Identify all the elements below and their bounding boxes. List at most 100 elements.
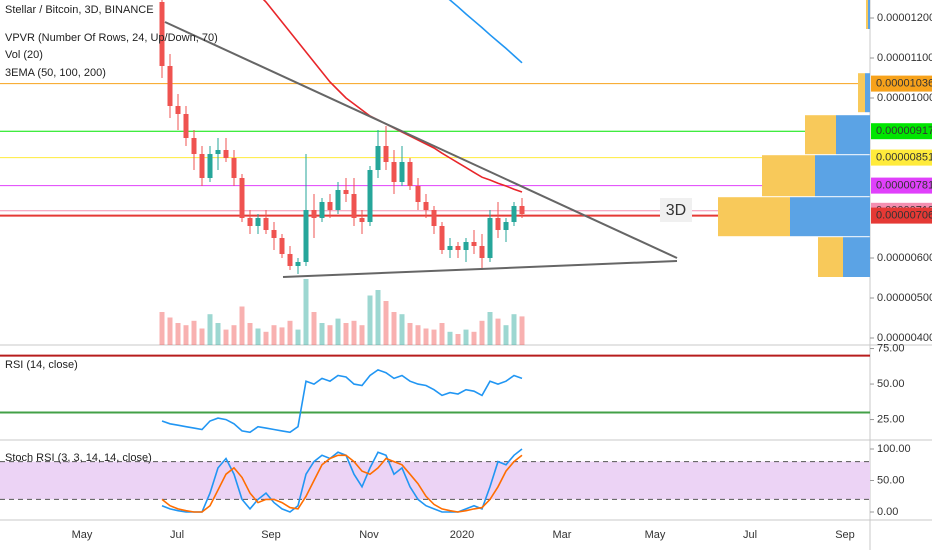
trend-line — [282, 260, 678, 278]
candle-body — [335, 190, 341, 210]
candle-body — [487, 218, 493, 258]
price-label-bg — [871, 207, 932, 224]
candle-body — [471, 242, 477, 246]
volume-bar — [511, 314, 517, 345]
volume-bar — [335, 318, 341, 345]
volume-bar — [359, 325, 365, 345]
volume-bar — [183, 325, 189, 345]
candle-body — [295, 262, 301, 266]
volume-bar — [383, 301, 389, 345]
volume-bar — [343, 323, 349, 345]
candle-body — [495, 218, 501, 230]
candle-body — [239, 178, 245, 218]
candle-body — [415, 186, 421, 202]
volume-bar — [287, 320, 293, 345]
ema-line — [448, 0, 523, 64]
volume-bar — [439, 323, 445, 345]
vpvr-down — [805, 115, 836, 155]
volume-bar — [327, 325, 333, 345]
candle-body — [399, 162, 405, 182]
candle-body — [343, 190, 349, 194]
candle-body — [431, 210, 437, 226]
candle-body — [479, 246, 485, 258]
rsi-title: RSI (14, close) — [5, 359, 78, 371]
x-tick-label: Jul — [743, 529, 757, 541]
candle-body — [199, 154, 205, 178]
volume-bar — [375, 290, 381, 345]
candle-body — [311, 210, 317, 218]
volume-bar — [415, 325, 421, 345]
price-label-bg — [871, 75, 932, 92]
indicator-label: Vol (20) — [5, 49, 43, 61]
y-tick-label: 25.00 — [877, 413, 905, 425]
candle-body — [271, 230, 277, 238]
volume-bar — [447, 331, 453, 345]
x-tick-label: Jul — [170, 529, 184, 541]
volume-bar — [319, 323, 325, 345]
y-tick-label: 0.00000400 — [877, 332, 932, 344]
stoch-title: Stoch RSI (3, 3, 14, 14, close) — [5, 452, 152, 464]
volume-bar — [303, 279, 309, 345]
price-label: 0.00000851 — [876, 152, 932, 164]
volume-bar — [431, 329, 437, 345]
candle-body — [519, 206, 525, 214]
candle-body — [247, 218, 253, 226]
volume-bar — [471, 331, 477, 345]
volume-bar — [423, 328, 429, 345]
volume-bar — [495, 318, 501, 345]
candle-body — [423, 202, 429, 210]
annotation-box — [660, 198, 692, 222]
price-label: 0.00000917 — [876, 125, 932, 137]
volume-bar — [279, 327, 285, 345]
symbol-title: Stellar / Bitcoin, 3D, BINANCE — [5, 4, 154, 16]
annotation: 3D — [666, 202, 686, 219]
candle-body — [327, 202, 333, 210]
volume-bar — [295, 329, 301, 345]
band-fill — [0, 461, 870, 500]
vpvr-down — [858, 73, 865, 113]
indicator-line — [161, 454, 523, 513]
volume-bar — [407, 323, 413, 345]
candle-body — [511, 206, 517, 222]
volume-bar — [159, 312, 165, 345]
volume-bar — [271, 325, 277, 345]
volume-bar — [167, 317, 173, 345]
main-pane — [0, 0, 870, 345]
candle-body — [183, 114, 189, 138]
indicator-line — [161, 369, 523, 434]
volume-bar — [175, 323, 181, 345]
vpvr-up — [836, 115, 870, 155]
candle-body — [359, 218, 365, 222]
candle-body — [463, 242, 469, 250]
volume-bar — [367, 295, 373, 345]
candle-body — [503, 222, 509, 230]
volume-bar — [519, 316, 525, 345]
volume-bar — [239, 306, 245, 345]
volume-bar — [455, 334, 461, 345]
vpvr-down — [818, 237, 843, 277]
price-label: 0.00001036 — [876, 78, 932, 90]
candle-body — [279, 238, 285, 254]
volume-bar — [231, 325, 237, 345]
volume-bar — [247, 323, 253, 345]
candle-body — [303, 210, 309, 262]
candle-body — [223, 150, 229, 158]
volume-bar — [463, 329, 469, 345]
volume-bar — [487, 312, 493, 345]
candle-body — [439, 226, 445, 250]
volume-bar — [503, 325, 509, 345]
candle-body — [287, 254, 293, 266]
vpvr-down — [718, 197, 790, 237]
ema-line — [262, 0, 523, 193]
candle-body — [167, 66, 173, 106]
candle-body — [407, 162, 413, 186]
indicator-label: VPVR (Number Of Rows, 24, Up/Down, 70) — [5, 32, 218, 44]
y-tick-label: 0.00000500 — [877, 292, 932, 304]
vpvr-up — [843, 237, 870, 277]
candle-body — [207, 154, 213, 178]
price-label-bg — [871, 177, 932, 194]
lower-panes — [0, 354, 870, 513]
vpvr-up — [868, 0, 870, 29]
candle-body — [447, 246, 453, 250]
